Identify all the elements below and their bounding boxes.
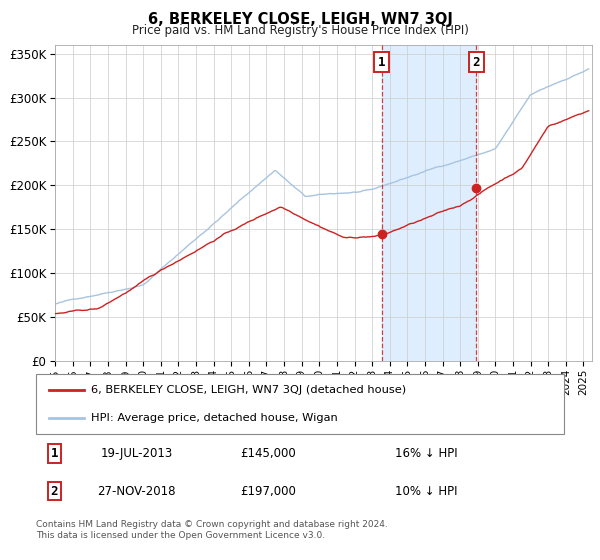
FancyBboxPatch shape <box>36 374 564 434</box>
Text: 27-NOV-2018: 27-NOV-2018 <box>97 485 176 498</box>
Text: 1: 1 <box>378 56 385 69</box>
Text: 1: 1 <box>51 447 58 460</box>
Text: 6, BERKELEY CLOSE, LEIGH, WN7 3QJ (detached house): 6, BERKELEY CLOSE, LEIGH, WN7 3QJ (detac… <box>91 385 407 395</box>
Text: 2: 2 <box>473 56 480 69</box>
Text: Contains HM Land Registry data © Crown copyright and database right 2024.: Contains HM Land Registry data © Crown c… <box>36 520 388 529</box>
Text: Price paid vs. HM Land Registry's House Price Index (HPI): Price paid vs. HM Land Registry's House … <box>131 24 469 36</box>
Text: HPI: Average price, detached house, Wigan: HPI: Average price, detached house, Wiga… <box>91 413 338 423</box>
Text: £197,000: £197,000 <box>241 485 296 498</box>
Text: 19-JUL-2013: 19-JUL-2013 <box>100 447 172 460</box>
Text: 2: 2 <box>51 485 58 498</box>
Text: 6, BERKELEY CLOSE, LEIGH, WN7 3QJ: 6, BERKELEY CLOSE, LEIGH, WN7 3QJ <box>148 12 452 27</box>
Text: £145,000: £145,000 <box>241 447 296 460</box>
Text: 16% ↓ HPI: 16% ↓ HPI <box>395 447 458 460</box>
Text: This data is licensed under the Open Government Licence v3.0.: This data is licensed under the Open Gov… <box>36 531 325 540</box>
Bar <box>382 45 476 361</box>
Text: 10% ↓ HPI: 10% ↓ HPI <box>395 485 458 498</box>
